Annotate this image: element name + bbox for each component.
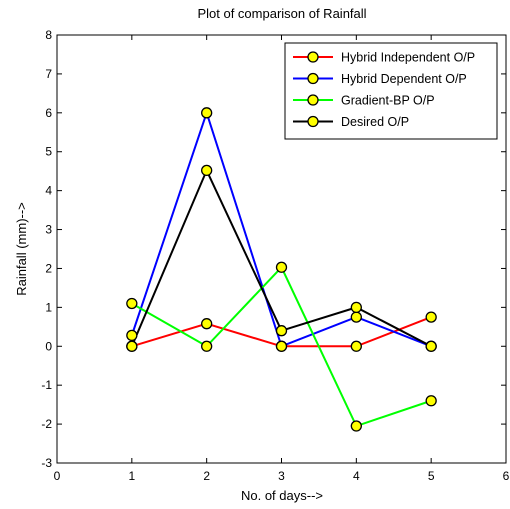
x-tick-label: 1 bbox=[128, 469, 135, 483]
data-point bbox=[126, 340, 138, 352]
y-tick-label: 2 bbox=[45, 261, 52, 275]
y-tick-label: -1 bbox=[41, 378, 52, 392]
y-tick-label: 0 bbox=[45, 339, 52, 353]
chart-title: Plot of comparison of Rainfall bbox=[197, 6, 366, 21]
data-point bbox=[275, 325, 288, 337]
legend-entry-label: Gradient-BP O/P bbox=[341, 94, 435, 108]
y-tick-label: 7 bbox=[45, 67, 52, 81]
legend: Hybrid Independent O/P Hybrid Dependent O… bbox=[284, 42, 498, 140]
data-point bbox=[275, 261, 288, 273]
legend-entry-label: Hybrid Dependent O/P bbox=[341, 72, 467, 86]
data-point bbox=[201, 164, 213, 177]
legend-swatch-marker bbox=[307, 115, 319, 128]
data-point bbox=[350, 301, 362, 314]
data-point bbox=[425, 311, 437, 323]
data-point bbox=[350, 340, 362, 352]
y-axis-label: Rainfall (mm)--> bbox=[14, 202, 29, 296]
y-tick-label: 6 bbox=[45, 106, 52, 120]
y-tick-label: 8 bbox=[45, 28, 52, 42]
data-point bbox=[126, 329, 138, 342]
data-point bbox=[350, 420, 362, 432]
y-tick-label: 3 bbox=[45, 223, 52, 237]
data-point bbox=[425, 340, 437, 352]
x-tick-label: 3 bbox=[278, 469, 285, 483]
y-tick-label: 1 bbox=[45, 300, 52, 314]
data-point bbox=[201, 107, 213, 119]
data-point bbox=[275, 340, 288, 352]
legend-swatch-marker bbox=[307, 94, 319, 106]
x-axis-label: No. of days--> bbox=[241, 488, 323, 503]
y-tick-label: 5 bbox=[45, 145, 52, 159]
data-point bbox=[425, 395, 437, 407]
data-point bbox=[201, 340, 213, 352]
x-tick-label: 6 bbox=[503, 469, 510, 483]
legend-entry-label: Desired O/P bbox=[341, 115, 409, 129]
legend-entry-label: Hybrid Independent O/P bbox=[341, 51, 475, 65]
legend-swatch-marker bbox=[307, 51, 319, 63]
y-tick-label: -2 bbox=[41, 417, 52, 431]
legend-swatch-marker bbox=[307, 72, 319, 85]
data-point bbox=[126, 297, 138, 310]
x-tick-label: 2 bbox=[203, 469, 210, 483]
x-tick-label: 5 bbox=[428, 469, 435, 483]
y-tick-label: -3 bbox=[41, 456, 52, 470]
data-point bbox=[201, 318, 213, 330]
x-tick-label: 4 bbox=[353, 469, 360, 483]
x-tick-label: 0 bbox=[54, 469, 61, 483]
series-markers bbox=[126, 107, 437, 432]
data-point bbox=[350, 311, 362, 323]
legend-box bbox=[284, 42, 498, 140]
axis-ticks: 0 1 2 3 4 5 6 -3 -2 -1 0 1 2 3 4 5 6 7 8 bbox=[41, 28, 509, 483]
y-tick-label: 4 bbox=[45, 184, 52, 198]
